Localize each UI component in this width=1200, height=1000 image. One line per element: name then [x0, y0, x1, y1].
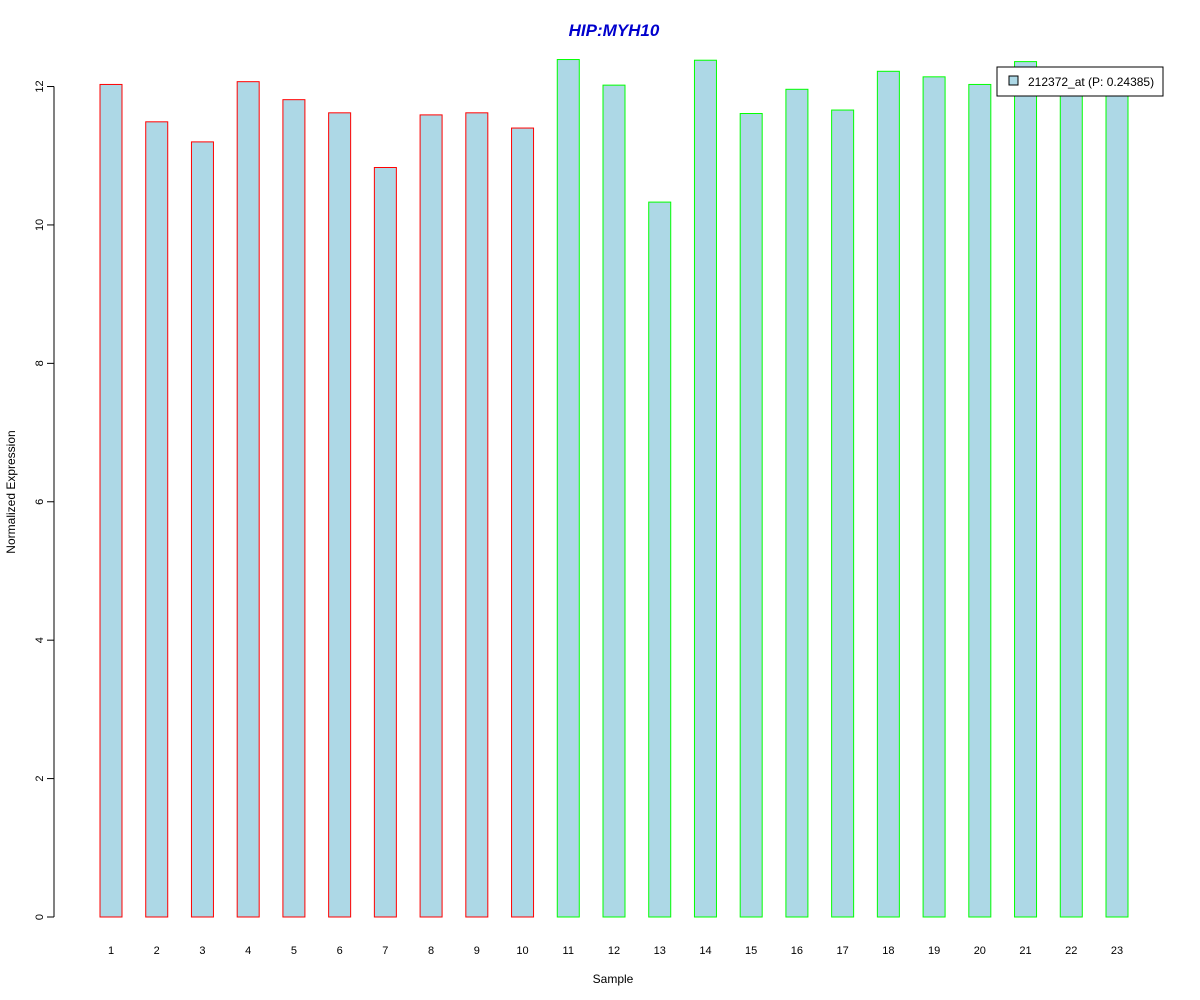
- bar: [145, 121, 169, 918]
- x-tick-label: 18: [882, 945, 894, 957]
- y-tick-label: 4: [34, 637, 46, 643]
- bar: [739, 113, 763, 918]
- bar: [648, 201, 672, 918]
- bar: [876, 70, 900, 918]
- bar: [511, 127, 535, 918]
- bar: [328, 112, 352, 918]
- x-tick-label: 1: [108, 945, 114, 957]
- x-tick-label: 17: [837, 945, 849, 957]
- x-tick-label: 8: [428, 945, 434, 957]
- bar: [968, 83, 992, 918]
- x-tick-label: 15: [745, 945, 757, 957]
- y-tick-label: 12: [34, 80, 46, 92]
- bar: [282, 99, 306, 918]
- x-tick-label: 7: [382, 945, 388, 957]
- y-axis-ticks: 0 2 4 6 8 10 12: [34, 80, 54, 920]
- bar: [419, 114, 443, 918]
- bar: [922, 76, 946, 918]
- y-tick-label: 8: [34, 360, 46, 366]
- y-tick-label: 0: [34, 914, 46, 920]
- x-tick-label: 16: [791, 945, 803, 957]
- bar: [1105, 86, 1129, 918]
- x-tick-label: 6: [337, 945, 343, 957]
- x-tick-label: 4: [245, 945, 251, 957]
- y-tick-label: 6: [34, 499, 46, 505]
- x-tick-label: 14: [699, 945, 711, 957]
- y-tick-label: 10: [34, 219, 46, 231]
- bar: [1059, 86, 1083, 918]
- bar: [373, 166, 397, 918]
- x-tick-label: 9: [474, 945, 480, 957]
- x-tick-label: 19: [928, 945, 940, 957]
- x-tick-label: 22: [1065, 945, 1077, 957]
- bar: [785, 88, 809, 918]
- bar: [1014, 61, 1038, 918]
- bar: [831, 109, 855, 918]
- legend-swatch: [1008, 75, 1019, 86]
- x-axis-label: Sample: [593, 972, 634, 986]
- x-tick-label: 23: [1111, 945, 1123, 957]
- x-tick-label: 2: [154, 945, 160, 957]
- bar: [602, 84, 626, 918]
- x-tick-label: 21: [1019, 945, 1031, 957]
- bar: [236, 81, 260, 918]
- x-tick-label: 3: [199, 945, 205, 957]
- x-tick-label: 11: [563, 945, 574, 957]
- y-axis-label: Normalized Expression: [4, 430, 18, 553]
- chart-title: HIP:MYH10: [569, 21, 660, 40]
- bar: [190, 141, 214, 918]
- x-tick-label: 5: [291, 945, 297, 957]
- legend: 212372_at (P: 0.24385): [996, 66, 1164, 97]
- x-tick-label: 12: [608, 945, 620, 957]
- y-tick-label: 2: [34, 776, 46, 782]
- legend-entry-label: 212372_at (P: 0.24385): [1028, 75, 1154, 89]
- x-tick-label: 13: [654, 945, 666, 957]
- bar: [693, 59, 717, 918]
- x-tick-label: 20: [974, 945, 986, 957]
- x-tick-label: 10: [516, 945, 528, 957]
- bars: [99, 59, 1129, 918]
- bar: [556, 59, 580, 918]
- bar: [99, 83, 123, 918]
- x-axis-tick-labels: 1 2 3 4 5 6 7 8 9 10 11 12 13 14 15 16 17 18 19 20 21 22 23: [108, 945, 1123, 957]
- legend-box: [996, 66, 1164, 97]
- bar: [465, 112, 489, 918]
